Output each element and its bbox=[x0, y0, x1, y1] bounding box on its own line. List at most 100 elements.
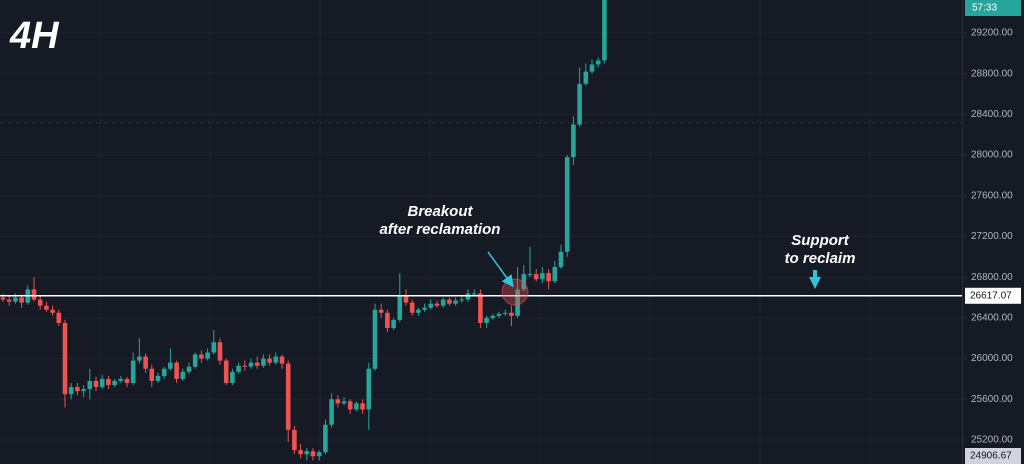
candle-body bbox=[484, 317, 489, 323]
candle-body bbox=[391, 319, 396, 329]
candle-body bbox=[583, 71, 589, 84]
candle-body bbox=[118, 378, 124, 381]
candle-body bbox=[341, 401, 347, 404]
candle-body bbox=[304, 451, 310, 455]
candle-body bbox=[13, 297, 18, 302]
candle-body bbox=[397, 296, 403, 320]
candle-body bbox=[372, 309, 378, 369]
candle-body bbox=[502, 312, 508, 314]
candle-body bbox=[31, 289, 37, 300]
candle-body bbox=[205, 352, 210, 359]
candle-body bbox=[248, 362, 254, 367]
y-tick-label: 25600.00 bbox=[971, 394, 1013, 405]
candle-body bbox=[267, 358, 272, 363]
candle-body bbox=[434, 303, 440, 306]
y-tick-label: 25200.00 bbox=[971, 435, 1013, 446]
candle-body bbox=[254, 362, 260, 366]
candle-body bbox=[385, 312, 390, 329]
candle-body bbox=[335, 399, 341, 404]
y-tick-label: 27200.00 bbox=[971, 231, 1013, 242]
candle-body bbox=[62, 322, 68, 395]
candle-body bbox=[155, 375, 161, 381]
candle-body bbox=[310, 451, 316, 457]
annotation: after reclamation bbox=[380, 221, 501, 238]
candle-body bbox=[168, 362, 173, 369]
candle-body bbox=[416, 309, 421, 313]
candle-body bbox=[285, 363, 291, 430]
price-axis: 25200.00 25600.00 26000.00 26400.00 26800.00… bbox=[962, 28, 1021, 464]
countdown: 57:33 bbox=[972, 3, 997, 14]
candle-body bbox=[366, 368, 372, 410]
candle-body bbox=[149, 368, 155, 381]
candle-body bbox=[217, 342, 223, 361]
y-tick-label: 28400.00 bbox=[971, 109, 1013, 120]
y-tick-label: 26000.00 bbox=[971, 353, 1013, 364]
countdown-box bbox=[965, 0, 1021, 16]
candle-body bbox=[211, 342, 217, 353]
candle-body bbox=[93, 380, 99, 388]
candle-body bbox=[174, 362, 179, 379]
candle-body bbox=[161, 368, 167, 376]
candle-body bbox=[186, 366, 192, 372]
candle-body bbox=[540, 273, 545, 280]
candle-body bbox=[409, 302, 415, 313]
y-tick-label: 29200.00 bbox=[971, 28, 1013, 39]
timeframe-title: 4H bbox=[9, 15, 60, 57]
candle-body bbox=[261, 358, 266, 366]
candle-body bbox=[180, 371, 186, 379]
candle-body bbox=[137, 356, 142, 361]
annotation: Breakout bbox=[407, 203, 473, 220]
candle-body bbox=[99, 378, 105, 388]
candle-body bbox=[378, 309, 384, 313]
candle-body bbox=[564, 157, 570, 252]
annotation: Support bbox=[791, 232, 849, 249]
candle-body bbox=[496, 313, 502, 316]
candle-body bbox=[428, 303, 434, 308]
candle-body bbox=[279, 356, 285, 364]
candle-body bbox=[56, 312, 62, 323]
candle-body bbox=[422, 307, 427, 310]
highlight-circle bbox=[501, 278, 529, 306]
candle-body bbox=[75, 387, 80, 392]
grid bbox=[0, 0, 962, 464]
candle-body bbox=[354, 403, 359, 410]
candle-body bbox=[44, 305, 49, 310]
candle-body bbox=[292, 429, 297, 451]
candle-body bbox=[459, 299, 465, 301]
candle-body bbox=[143, 356, 148, 369]
candle-body bbox=[242, 365, 248, 367]
price-label-box bbox=[965, 287, 1021, 304]
candle-body bbox=[68, 387, 74, 395]
y-tick-label: 26800.00 bbox=[971, 272, 1013, 283]
candle-body bbox=[316, 452, 322, 457]
candle-body bbox=[453, 300, 458, 304]
candle-body bbox=[112, 380, 117, 386]
candle-body bbox=[199, 354, 204, 359]
candle-body bbox=[595, 60, 601, 65]
candle-body bbox=[515, 289, 520, 316]
candle-body bbox=[471, 293, 477, 295]
support-arrow bbox=[809, 270, 821, 289]
candle-body bbox=[490, 315, 496, 318]
candle-body bbox=[403, 296, 409, 303]
candle-body bbox=[37, 299, 43, 306]
annotation: to reclaim bbox=[785, 250, 856, 267]
candle-body bbox=[223, 360, 229, 384]
candle-body bbox=[298, 450, 303, 455]
candle-body bbox=[50, 309, 55, 313]
candle-body bbox=[0, 297, 6, 300]
candle-body bbox=[589, 64, 595, 72]
candle-body bbox=[440, 299, 446, 306]
candle-body bbox=[546, 273, 551, 282]
candle-body bbox=[558, 251, 564, 268]
candle-body bbox=[602, 0, 607, 61]
candle-body bbox=[521, 274, 527, 290]
y-tick-label: 27600.00 bbox=[971, 190, 1013, 201]
candle-body bbox=[347, 401, 353, 410]
plot-area bbox=[0, 0, 962, 461]
y-tick-label: 26400.00 bbox=[971, 313, 1013, 324]
candle-body bbox=[192, 354, 198, 367]
candle-body bbox=[447, 299, 452, 304]
